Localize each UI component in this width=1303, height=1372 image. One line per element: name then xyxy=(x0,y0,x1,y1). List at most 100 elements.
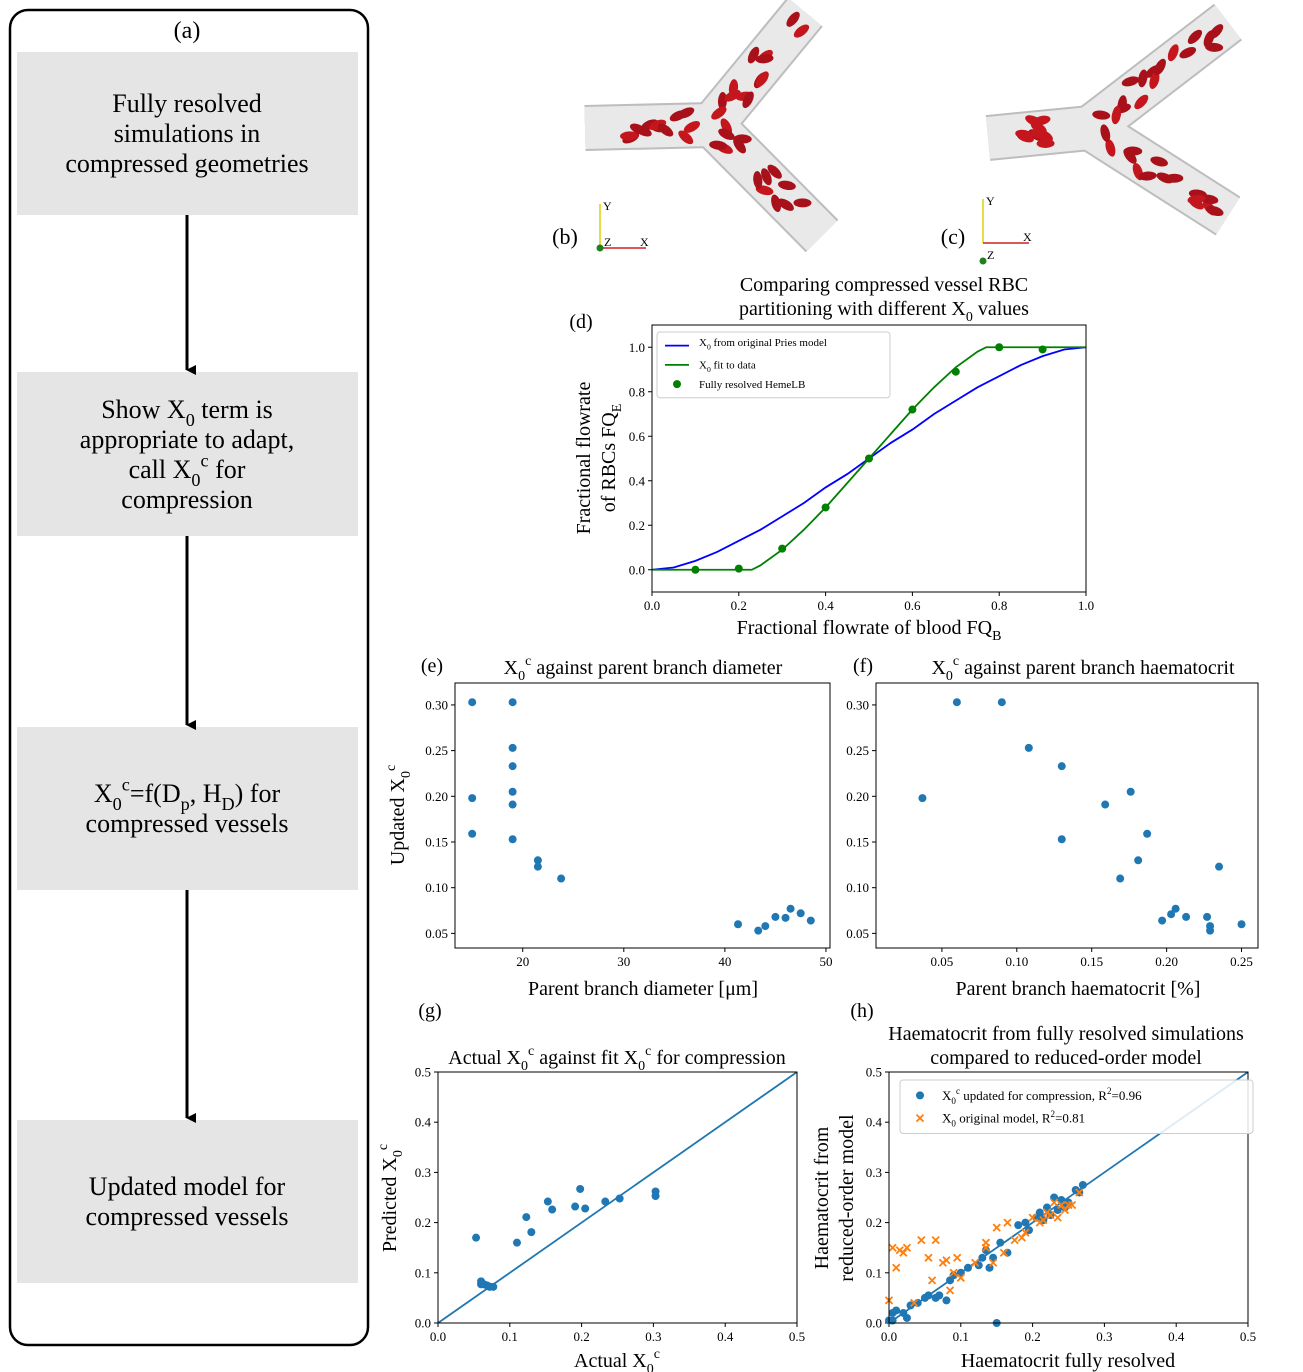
x-tick-label: 0.0 xyxy=(430,1329,446,1344)
red-blood-cell xyxy=(724,89,741,102)
flow-box-text: X0c=f(Dp, HD) for xyxy=(94,774,281,814)
data-point xyxy=(1078,1180,1087,1189)
data-point xyxy=(781,913,790,922)
data-point xyxy=(1035,1208,1044,1217)
text-segment: against parent branch haematocrit xyxy=(959,657,1235,679)
x-tick-label: 1.0 xyxy=(1078,598,1094,613)
data-point xyxy=(953,1253,962,1262)
red-blood-cell xyxy=(761,168,772,186)
y-tick-label: 0.4 xyxy=(629,473,646,488)
data-point xyxy=(691,565,700,574)
red-blood-cell xyxy=(1150,156,1168,167)
data-point xyxy=(508,787,517,796)
red-blood-cell xyxy=(683,121,701,133)
data-point xyxy=(1021,1228,1030,1237)
data-point xyxy=(576,1184,585,1193)
chart-title: partitioning with different X0 values xyxy=(739,298,1029,325)
data-point xyxy=(1039,1215,1048,1225)
text-segment: =0.81 xyxy=(1055,1111,1085,1126)
chart-title: compared to reduced-order model xyxy=(930,1047,1202,1069)
legend-swatch xyxy=(916,1091,924,1100)
data-point xyxy=(942,1296,951,1305)
data-point xyxy=(1143,829,1152,838)
x-tick-label: 0.1 xyxy=(953,1329,969,1344)
data-point xyxy=(1206,926,1215,935)
red-blood-cell xyxy=(1179,47,1197,59)
y-tick-label: 1.0 xyxy=(629,340,645,355)
text-segment: X xyxy=(699,360,707,372)
flow-box-text: Fully resolved xyxy=(112,89,262,118)
red-blood-cell xyxy=(711,106,727,120)
data-point xyxy=(778,544,787,553)
data-point xyxy=(508,698,517,707)
data-point xyxy=(888,1316,897,1325)
plot-frame xyxy=(875,682,1259,949)
data-point xyxy=(571,1202,580,1211)
text-segment: E xyxy=(610,404,625,413)
data-point xyxy=(949,1271,958,1280)
data-point xyxy=(971,1258,980,1267)
data-point xyxy=(935,1291,944,1300)
y-tick-label: 0.4 xyxy=(415,1115,432,1130)
text-segment: for xyxy=(209,455,246,484)
text-segment: c xyxy=(201,450,209,470)
red-blood-cell xyxy=(755,71,769,87)
text-segment: Updated X xyxy=(387,777,409,865)
data-point xyxy=(761,922,770,931)
data-point xyxy=(543,1197,552,1206)
text-segment: 2 xyxy=(1107,1086,1112,1096)
red-blood-cell xyxy=(767,164,782,179)
data-point xyxy=(1075,1188,1084,1197)
axis-z-dot xyxy=(596,244,604,252)
text-segment: values xyxy=(973,298,1029,320)
data-point xyxy=(1057,1200,1066,1210)
red-blood-cell xyxy=(786,11,800,27)
data-point xyxy=(468,829,477,838)
y-tick-label: 0.25 xyxy=(846,743,869,758)
x-tick-label: 0.10 xyxy=(1005,954,1028,969)
data-point xyxy=(949,1268,958,1277)
text-segment: B xyxy=(992,629,1001,644)
panel-label: (d) xyxy=(569,311,592,333)
y-tick-label: 0.25 xyxy=(425,743,448,758)
red-blood-cell xyxy=(1167,44,1179,62)
red-blood-cell xyxy=(657,123,674,137)
flow-box-text: compressed vessels xyxy=(86,809,289,838)
data-point xyxy=(1046,1210,1055,1220)
data-point xyxy=(533,856,542,865)
text-segment: X xyxy=(504,657,519,679)
text-segment: call X xyxy=(129,455,192,484)
red-blood-cell xyxy=(717,91,728,110)
red-blood-cell xyxy=(1205,42,1224,52)
y-tick-label: 0.0 xyxy=(629,562,645,577)
text-segment: X xyxy=(94,779,113,808)
data-point xyxy=(1057,762,1066,771)
plot-frame xyxy=(437,1071,798,1324)
y-axis-label: Haematocrit from xyxy=(811,1126,833,1269)
data-point xyxy=(892,1306,901,1315)
x-tick-label: 0.0 xyxy=(881,1329,897,1344)
data-point xyxy=(468,794,477,803)
data-point xyxy=(1116,874,1125,883)
y-tick-label: 0.1 xyxy=(415,1265,431,1280)
data-point xyxy=(902,1243,912,1252)
flow-box xyxy=(17,52,358,215)
text-segment: ) for xyxy=(235,779,281,808)
y-tick-label: 0.10 xyxy=(846,880,869,895)
x-tick-label: 0.2 xyxy=(1024,1329,1040,1344)
chart: 0.0 0.1 0.2 0.3 0.4 0.5 0.0 0.1 0.2 0.3 0.4 0.5 Actu… xyxy=(376,1000,805,1372)
red-blood-cell xyxy=(1187,194,1206,205)
text-segment: 0 xyxy=(186,410,195,430)
legend-label: X0c updated for compression, R2=0.96 xyxy=(942,1086,1142,1106)
data-point xyxy=(1126,787,1135,796)
text-segment: 0 xyxy=(521,1059,528,1074)
data-point xyxy=(581,1204,590,1213)
data-point xyxy=(917,1236,926,1245)
x-tick-label: 0.4 xyxy=(817,598,834,613)
axis-z-dot xyxy=(979,257,987,265)
y-tick-label: 0.15 xyxy=(846,835,869,850)
text-segment: 0 xyxy=(951,1119,956,1129)
text-segment: c xyxy=(528,1044,534,1059)
legend-frame xyxy=(656,331,891,399)
text-segment: against fit X xyxy=(534,1047,638,1069)
